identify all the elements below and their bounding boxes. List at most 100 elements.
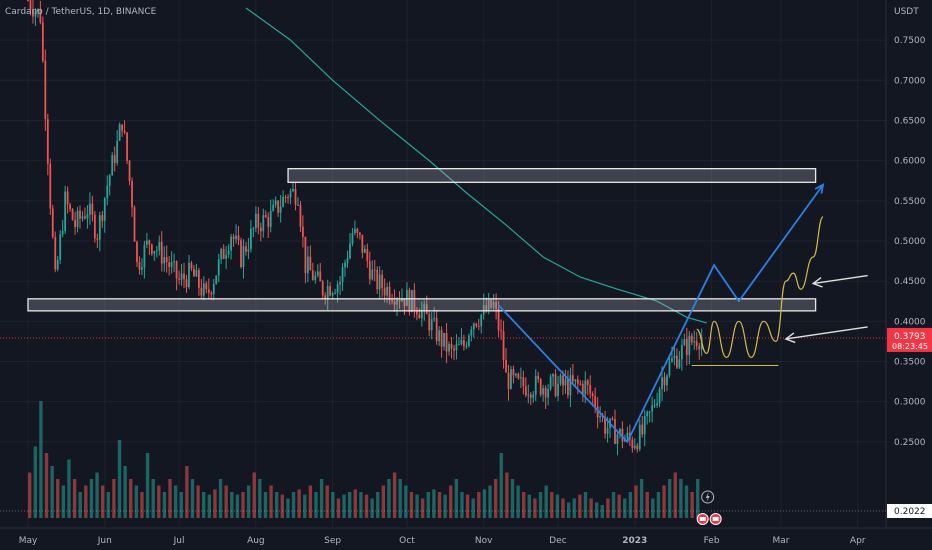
candle [502,320,505,369]
candle [245,242,247,256]
candle-body [358,232,361,235]
candle-body [406,289,408,307]
candle-body [306,256,309,274]
volume-bar [527,494,532,518]
volume-bar [667,479,672,518]
candle-body [354,228,356,234]
candle [448,341,450,356]
candle [443,332,445,351]
candle-body [287,197,289,199]
volume-bar [572,498,576,518]
volume-bar [117,440,122,518]
lightning-icon[interactable] [701,490,715,504]
candle [371,260,374,281]
candle [680,339,683,371]
candle [688,330,691,365]
candle-body [267,216,270,227]
candle-body [175,261,178,279]
candle-body [101,215,104,221]
chart-title: Cardano / TetherUS, 1D, BINANCE [5,7,157,17]
volume-bar [645,492,649,518]
volume-bar [623,498,627,518]
candle [197,267,200,296]
candle [544,385,547,409]
flag-icon[interactable] [696,513,709,525]
candle-body [574,379,577,382]
candle-body [527,394,530,396]
candle-body [277,200,280,213]
price-tick-label: 0.3500 [894,357,926,367]
candle-body [103,198,106,221]
candle-body [262,215,265,232]
candle-body [319,271,322,282]
candle [539,377,542,397]
candle [180,264,183,286]
candle-body [554,374,557,396]
candle-body [339,282,341,285]
candle [334,288,337,295]
candle [453,344,455,361]
candle [398,291,401,309]
time-tick-label: Sep [324,536,341,546]
candle [207,278,210,300]
candle-body [676,355,678,368]
candle [363,245,366,254]
flag-icon[interactable] [709,513,722,525]
time-tick-label: Aug [247,536,265,546]
volume-bar [151,479,155,518]
candle-body [688,335,691,355]
candle [232,233,235,247]
volume-bar [634,485,638,518]
candle [71,208,74,221]
candle [299,201,302,232]
candle-body [64,191,67,232]
lightning-icon-ring [701,490,715,504]
candle [252,226,255,238]
volume-bar [314,492,318,518]
price-tick-label: 0.6000 [894,157,926,167]
candle-body [398,299,401,302]
candle [676,348,678,370]
candle [440,326,443,358]
candle [257,207,260,235]
candle [668,355,671,378]
candle-body [445,332,448,352]
price-axis-panel [886,0,932,550]
candle [373,259,376,282]
candle-body [569,375,572,396]
candle-body [314,275,317,280]
lightning-icon-bolt [705,492,710,502]
candle-body [190,262,193,269]
candle-body [91,203,94,215]
candle-body [636,445,639,450]
candle [475,322,478,328]
volume-bar [168,479,172,518]
candle [205,281,208,294]
volume-bar [454,479,459,518]
candle [202,276,205,301]
candle [133,205,136,242]
volume-bar [432,489,436,518]
volume-bar [611,492,616,518]
candle [242,239,245,279]
candle [297,197,299,207]
volume-bar [381,485,386,518]
candle [586,378,589,396]
candle [604,410,606,439]
candle [64,185,67,234]
candle-body [564,379,567,386]
candle-body [321,281,324,296]
candle [559,373,562,386]
candle-body [71,209,74,221]
candle-body [584,380,587,395]
annotation-arrow [811,274,868,288]
candle [212,279,215,301]
candle [376,266,379,294]
candle-body [386,286,389,296]
candle [517,372,520,380]
candle [381,269,384,298]
candle [81,211,84,222]
candle [314,271,317,284]
volume-bar [589,498,593,518]
